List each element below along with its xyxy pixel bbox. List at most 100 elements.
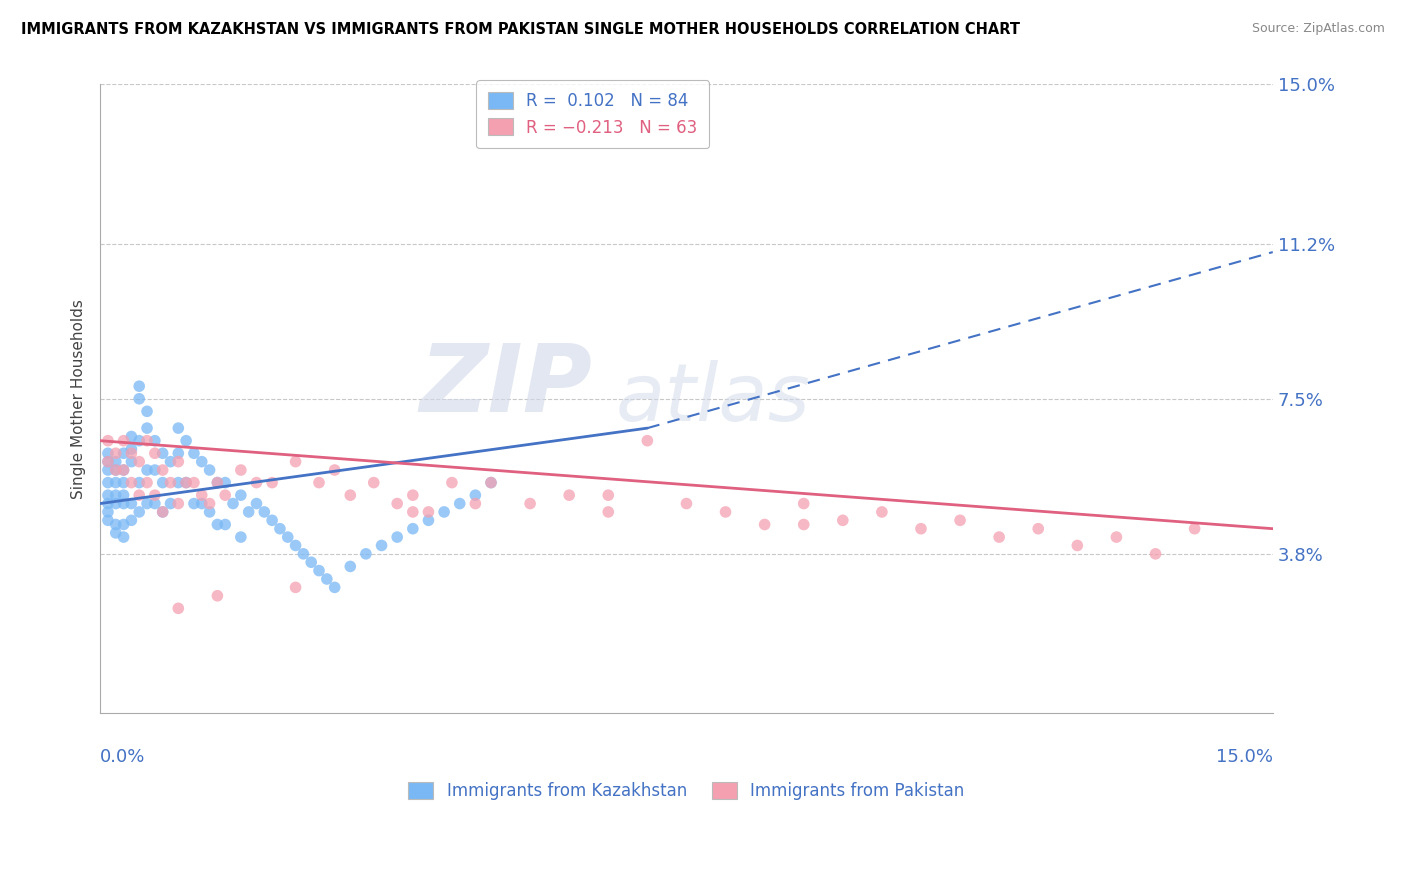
Point [831,513,853,527]
Point [636,434,658,448]
Point [558,488,581,502]
Point [479,475,502,490]
Point [112,446,135,460]
Point [104,525,127,540]
Point [262,475,284,490]
Point [418,513,440,527]
Y-axis label: Single Mother Households: Single Mother Households [72,299,86,499]
Point [104,488,127,502]
Point [143,434,166,448]
Point [464,497,486,511]
Point [910,522,932,536]
Point [1105,530,1128,544]
Point [479,475,502,490]
Point [870,505,893,519]
Point [222,497,245,511]
Point [97,455,120,469]
Point [120,497,142,511]
Point [97,446,120,460]
Point [104,475,127,490]
Point [112,434,135,448]
Point [112,530,135,544]
Point [308,564,330,578]
Point [387,530,409,544]
Point [754,517,776,532]
Point [136,434,159,448]
Text: 15.0%: 15.0% [1216,747,1272,765]
Point [112,517,135,532]
Point [174,475,197,490]
Point [308,475,330,490]
Point [207,475,229,490]
Point [229,530,252,544]
Point [128,475,150,490]
Point [159,455,181,469]
Point [183,446,205,460]
Point [97,434,120,448]
Point [104,463,127,477]
Point [97,475,120,490]
Point [174,475,197,490]
Point [112,475,135,490]
Point [128,505,150,519]
Point [167,475,190,490]
Point [128,379,150,393]
Point [120,446,142,460]
Point [190,488,212,502]
Point [112,463,135,477]
Point [207,475,229,490]
Point [299,555,322,569]
Point [198,497,221,511]
Point [128,392,150,406]
Point [598,488,620,502]
Point [1066,539,1088,553]
Legend: Immigrants from Kazakhstan, Immigrants from Pakistan: Immigrants from Kazakhstan, Immigrants f… [398,772,974,810]
Point [277,530,299,544]
Point [418,505,440,519]
Point [1184,522,1206,536]
Point [433,505,456,519]
Point [159,497,181,511]
Point [253,505,276,519]
Point [152,505,174,519]
Point [112,463,135,477]
Point [128,488,150,502]
Point [104,497,127,511]
Point [339,559,361,574]
Point [793,497,815,511]
Point [120,475,142,490]
Point [198,463,221,477]
Point [284,455,307,469]
Point [143,463,166,477]
Text: Source: ZipAtlas.com: Source: ZipAtlas.com [1251,22,1385,36]
Point [167,455,190,469]
Point [354,547,377,561]
Point [120,455,142,469]
Point [1144,547,1167,561]
Text: 0.0%: 0.0% [100,747,145,765]
Point [97,455,120,469]
Point [387,497,409,511]
Point [136,463,159,477]
Point [402,522,425,536]
Point [440,475,463,490]
Point [207,517,229,532]
Point [402,488,425,502]
Point [519,497,541,511]
Point [339,488,361,502]
Text: atlas: atlas [616,359,811,438]
Text: IMMIGRANTS FROM KAZAKHSTAN VS IMMIGRANTS FROM PAKISTAN SINGLE MOTHER HOUSEHOLDS : IMMIGRANTS FROM KAZAKHSTAN VS IMMIGRANTS… [21,22,1021,37]
Point [949,513,972,527]
Point [143,497,166,511]
Point [988,530,1011,544]
Point [143,446,166,460]
Point [174,434,197,448]
Point [152,446,174,460]
Point [152,475,174,490]
Point [128,455,150,469]
Point [120,429,142,443]
Point [675,497,697,511]
Point [793,517,815,532]
Point [159,475,181,490]
Point [402,505,425,519]
